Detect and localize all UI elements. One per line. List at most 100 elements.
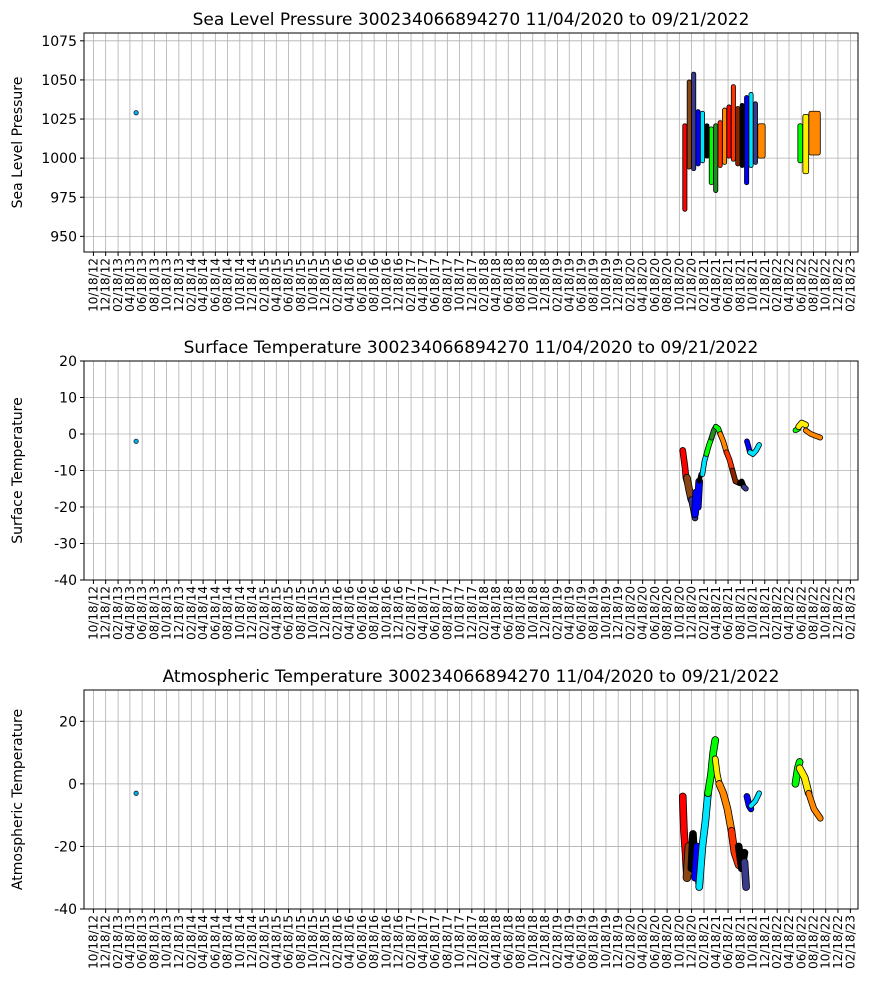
x-tick-label: 06/18/13 (135, 586, 149, 640)
x-tick-label: 12/18/16 (392, 915, 406, 969)
data-cluster (752, 101, 758, 165)
x-tick-label: 10/18/17 (453, 586, 467, 640)
x-tick-label: 08/18/17 (440, 586, 454, 640)
x-tick-label: 06/18/22 (794, 915, 808, 969)
x-tick-label: 08/18/18 (514, 586, 528, 640)
x-tick-label: 12/18/19 (611, 258, 625, 312)
x-tick-label: 02/18/14 (184, 586, 198, 640)
x-tick-label: 12/18/16 (392, 258, 406, 312)
x-tick-label: 06/18/22 (794, 586, 808, 640)
x-tick-label: 12/18/21 (758, 915, 772, 969)
x-tick-label: 04/18/15 (269, 586, 283, 640)
x-tick-label: 12/18/22 (831, 915, 845, 969)
data-cluster (713, 123, 719, 193)
x-tick-label: 06/18/14 (208, 258, 222, 312)
y-tick-label: 975 (50, 190, 77, 206)
y-tick-label: -40 (54, 902, 77, 918)
series-line (796, 765, 812, 797)
series-line (705, 737, 719, 797)
x-tick-label: 04/18/17 (416, 258, 430, 312)
x-tick-label: 08/18/20 (660, 586, 674, 640)
x-tick-label: 04/18/22 (782, 258, 796, 312)
x-tick-label: 04/18/16 (343, 586, 357, 640)
x-tick-label: 10/18/13 (160, 586, 174, 640)
x-tick-label: 08/18/16 (367, 586, 381, 640)
axes-frame (83, 689, 859, 910)
x-tick-label: 06/18/21 (721, 915, 735, 969)
x-tick-label: 06/18/18 (501, 586, 515, 640)
x-tick-label: 10/18/18 (526, 586, 540, 640)
x-tick-label: 10/18/21 (746, 258, 760, 312)
x-tick-label: 12/18/19 (611, 915, 625, 969)
x-tick-label: 10/18/19 (599, 915, 613, 969)
x-tick-label: 10/18/18 (526, 258, 540, 312)
x-tick-label: 02/18/18 (477, 915, 491, 969)
data-cluster (802, 113, 810, 175)
x-tick-label: 02/18/13 (111, 586, 125, 640)
x-tick-label: 12/18/15 (318, 586, 332, 640)
y-tick-label: 1000 (41, 151, 77, 167)
x-tick-label: 02/18/13 (111, 258, 125, 312)
y-tick-label: 1025 (41, 112, 77, 128)
x-tick-label: 06/18/16 (355, 258, 369, 312)
x-tick-label: 04/18/17 (416, 586, 430, 640)
data-cluster (726, 104, 732, 159)
x-tick-label: 10/18/21 (746, 915, 760, 969)
x-tick-label: 02/18/13 (111, 915, 125, 969)
x-tick-label: 02/18/20 (624, 586, 638, 640)
x-tick-label: 04/18/14 (196, 586, 210, 640)
x-tick-label: 10/18/20 (672, 915, 686, 969)
y-axis-label: Sea Level Pressure (10, 77, 26, 209)
y-tick-label: -30 (54, 537, 77, 553)
x-tick-label: 08/18/21 (733, 915, 747, 969)
x-tick-label: 08/18/22 (806, 586, 820, 640)
x-tick-label: 12/18/14 (245, 586, 259, 640)
x-tick-label: 12/18/18 (538, 258, 552, 312)
data-cluster (748, 92, 754, 168)
x-tick-label: 08/18/13 (147, 586, 161, 640)
x-tick-label: 02/18/23 (843, 586, 857, 640)
x-tick-label: 10/18/14 (233, 915, 247, 969)
plot-area (133, 736, 824, 891)
x-tick-label: 06/18/19 (574, 258, 588, 312)
x-tick-label: 06/18/17 (428, 586, 442, 640)
x-tick-label: 04/18/19 (562, 586, 576, 640)
x-tick-label: 12/18/15 (318, 258, 332, 312)
x-tick-label: 04/18/21 (709, 915, 723, 969)
x-tick-label: 12/18/21 (758, 586, 772, 640)
y-tick-label: 950 (50, 229, 77, 245)
series-line (806, 790, 823, 821)
data-cluster (691, 71, 697, 172)
x-tick-label: 12/18/19 (611, 586, 625, 640)
chart-panel-1: 10/18/1212/18/1202/18/1304/18/1306/18/13… (10, 10, 859, 312)
data-point (133, 438, 139, 444)
data-cluster (682, 123, 688, 212)
series-line (741, 484, 748, 491)
x-tick-label: 08/18/21 (733, 258, 747, 312)
x-tick-label: 08/18/17 (440, 258, 454, 312)
x-tick-label: 02/18/20 (624, 258, 638, 312)
x-tick-label: 10/18/14 (233, 258, 247, 312)
x-tick-label: 02/18/15 (257, 258, 271, 312)
x-tick-label: 12/18/20 (685, 915, 699, 969)
x-tick-label: 06/18/15 (282, 915, 296, 969)
x-tick-label: 12/18/18 (538, 915, 552, 969)
data-cluster (730, 84, 736, 162)
x-tick-label: 08/18/21 (733, 586, 747, 640)
x-tick-label: 12/18/12 (99, 586, 113, 640)
plot-area (133, 71, 821, 212)
x-tick-label: 06/18/21 (721, 258, 735, 312)
series-line (696, 790, 712, 891)
x-tick-label: 12/18/13 (172, 586, 186, 640)
x-tick-label: 06/18/20 (648, 915, 662, 969)
x-tick-label: 02/18/16 (331, 915, 345, 969)
x-tick-label: 02/18/21 (697, 586, 711, 640)
x-tick-label: 08/18/19 (587, 586, 601, 640)
series-line (741, 859, 750, 891)
x-tick-label: 10/18/15 (306, 258, 320, 312)
x-tick-label: 10/18/21 (746, 586, 760, 640)
x-tick-label: 10/18/18 (526, 915, 540, 969)
x-tick-label: 08/18/15 (294, 586, 308, 640)
chart-panel-3: 10/18/1212/18/1202/18/1304/18/1306/18/13… (10, 667, 859, 969)
y-tick-label: -20 (54, 500, 77, 516)
